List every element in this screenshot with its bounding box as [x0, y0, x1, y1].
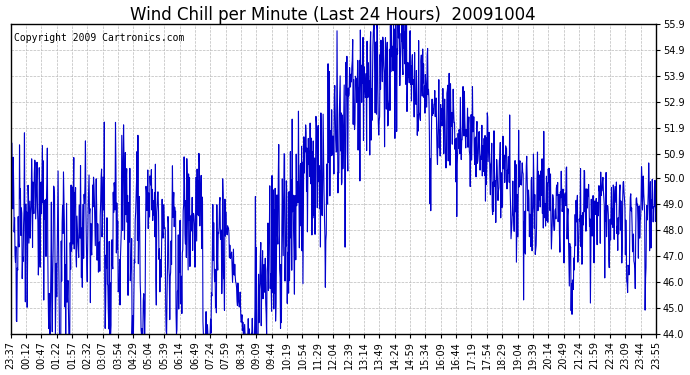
Text: Copyright 2009 Cartronics.com: Copyright 2009 Cartronics.com: [14, 33, 184, 43]
Title: Wind Chill per Minute (Last 24 Hours)  20091004: Wind Chill per Minute (Last 24 Hours) 20…: [130, 6, 536, 24]
